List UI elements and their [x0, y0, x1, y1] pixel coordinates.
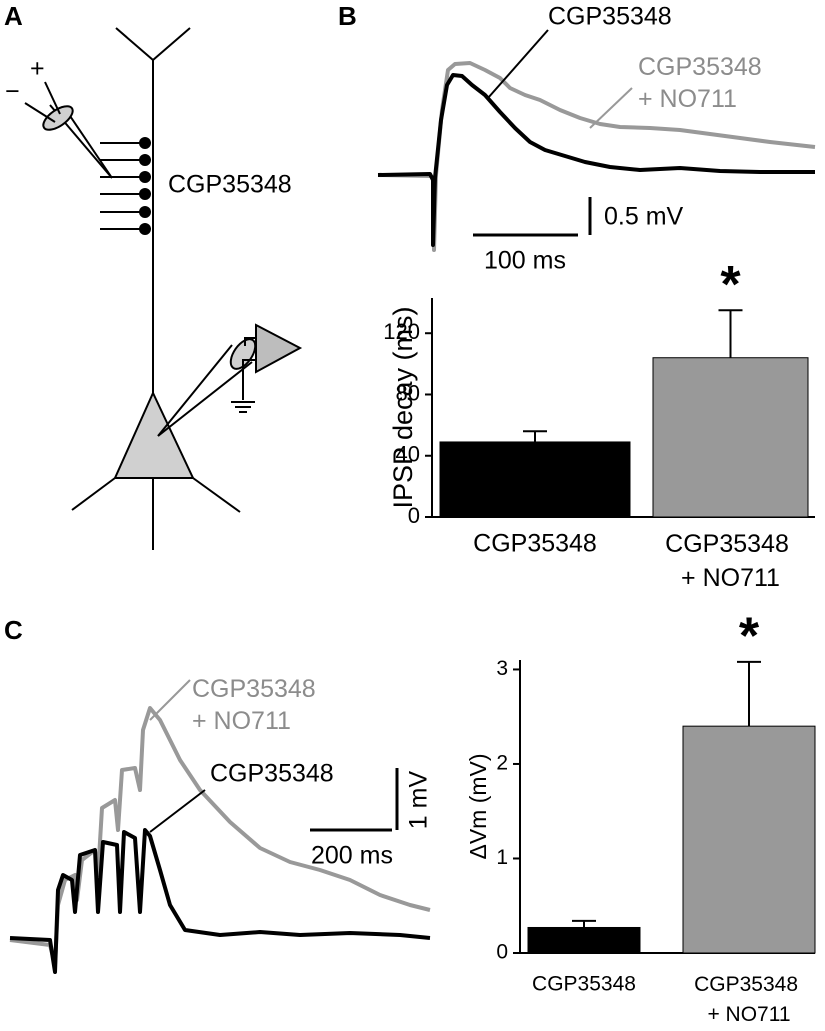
significance-marker: * — [739, 608, 760, 666]
x-tick-label: CGP35348 — [532, 973, 636, 996]
x-tick-label: CGP35348 — [473, 530, 597, 558]
y-tick-label: 2 — [496, 752, 508, 775]
neuron-diagram — [24, 27, 303, 550]
y-tick-label: 0 — [408, 503, 420, 528]
trace-drug — [377, 61, 816, 252]
pointer — [149, 679, 191, 721]
error-bar — [572, 919, 596, 928]
error-bar — [737, 660, 761, 727]
panel-label: B — [338, 1, 357, 31]
panel-label: A — [4, 1, 23, 31]
bar — [652, 357, 809, 518]
y-axis-label: ΔVm (mV) — [465, 753, 491, 859]
pointer — [487, 29, 549, 99]
bar — [439, 441, 631, 518]
trace-drug — [9, 706, 431, 967]
y-tick-label: 40 — [396, 442, 420, 467]
trace-label: CGP35348 — [210, 760, 334, 788]
significance-marker: * — [720, 256, 741, 314]
pointer — [589, 87, 633, 129]
x-tick-label: CGP35348 + NO711 — [694, 973, 804, 1026]
trace-label: CGP35348 — [548, 3, 672, 31]
trace-label: CGP35348 + NO711 — [638, 53, 769, 113]
y-tick-label: 120 — [383, 319, 420, 344]
y-tick-label: 0 — [496, 941, 508, 964]
scale-label: 200 ms — [311, 842, 393, 870]
y-axis-label: IPSP decay (ms) — [388, 306, 418, 508]
bar — [682, 725, 816, 954]
y-tick-label: 80 — [396, 380, 420, 405]
trace-control — [377, 73, 815, 247]
scale-label: 0.5 mV — [604, 203, 684, 231]
trace-label: CGP35348 + NO711 — [192, 675, 323, 735]
scale-label: 1 mV — [405, 771, 433, 830]
panel-label: C — [4, 615, 23, 645]
bar — [527, 926, 641, 954]
electrode-polarity: + — [30, 55, 45, 83]
x-tick-label: CGP35348 + NO711 — [665, 530, 796, 592]
scale-label: 100 ms — [484, 247, 566, 275]
diagram-label: CGP35348 — [168, 171, 292, 199]
y-tick-label: 3 — [496, 657, 508, 680]
trace-control — [9, 828, 431, 974]
pointer — [149, 789, 206, 833]
electrode-polarity: − — [5, 78, 20, 106]
error-bar — [718, 309, 743, 358]
error-bar — [523, 430, 547, 442]
y-tick-label: 1 — [496, 846, 508, 869]
